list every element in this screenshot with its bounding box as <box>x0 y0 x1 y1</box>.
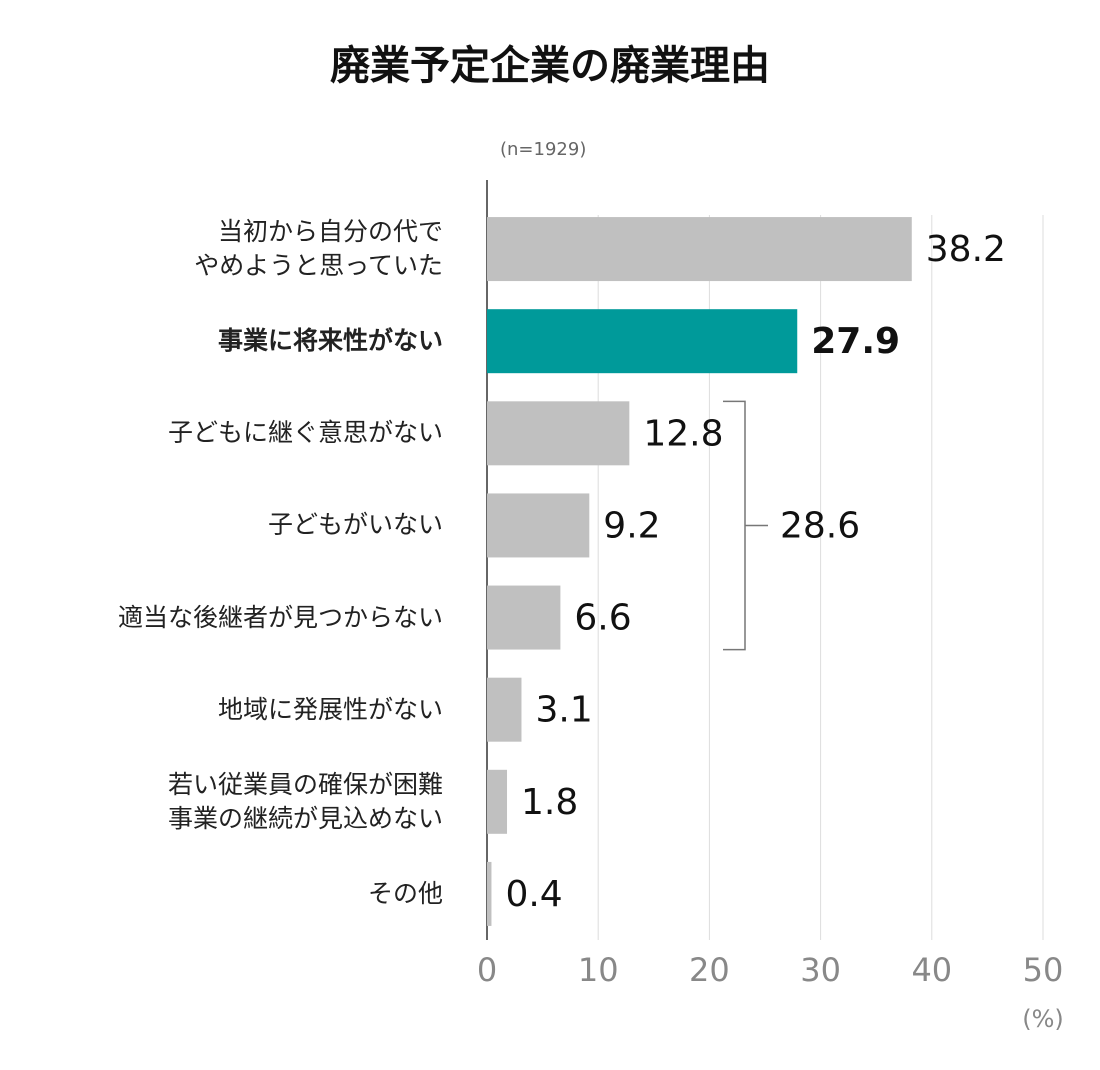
x-tick-label: 30 <box>800 951 841 989</box>
bar <box>487 401 630 466</box>
x-tick-label: 50 <box>1023 951 1064 989</box>
value-label: 38.2 <box>926 229 1006 270</box>
value-label: 0.4 <box>505 874 562 915</box>
category-label: 子どもに継ぐ意思がない <box>167 418 443 448</box>
category-label: 子どもがいない <box>267 510 443 540</box>
bracket <box>723 400 768 651</box>
bar <box>487 769 508 834</box>
x-axis-unit: (%) <box>1022 1005 1064 1033</box>
bar <box>487 861 492 926</box>
chart-title: 廃業予定企業の廃業理由 <box>330 43 770 89</box>
x-tick-label: 20 <box>689 951 730 989</box>
value-label: 9.2 <box>603 505 660 546</box>
value-label: 27.9 <box>811 321 900 362</box>
bar <box>487 309 798 374</box>
x-tick-label: 0 <box>477 951 497 989</box>
category-label: 地域に発展性がない <box>217 694 443 724</box>
value-label: 6.6 <box>574 598 631 639</box>
category-label: 当初から自分の代で やめようと思っていた <box>194 217 443 281</box>
category-label: 事業に将来性がない <box>217 326 443 356</box>
x-tick-label: 10 <box>578 951 619 989</box>
bar <box>487 677 522 742</box>
x-tick-label: 40 <box>911 951 952 989</box>
bar <box>487 585 561 650</box>
bar <box>487 217 912 282</box>
bar <box>487 493 590 558</box>
category-label: 若い従業員の確保が困難 事業の継続が見込めない <box>167 769 443 833</box>
value-label: 1.8 <box>521 782 578 823</box>
value-label: 3.1 <box>535 690 592 731</box>
value-label: 12.8 <box>643 413 723 454</box>
category-label: 適当な後継者が見つからない <box>117 602 443 632</box>
bracket-label: 28.6 <box>780 505 860 546</box>
category-label: その他 <box>367 878 443 908</box>
subtitle: (n=1929) <box>500 139 586 160</box>
